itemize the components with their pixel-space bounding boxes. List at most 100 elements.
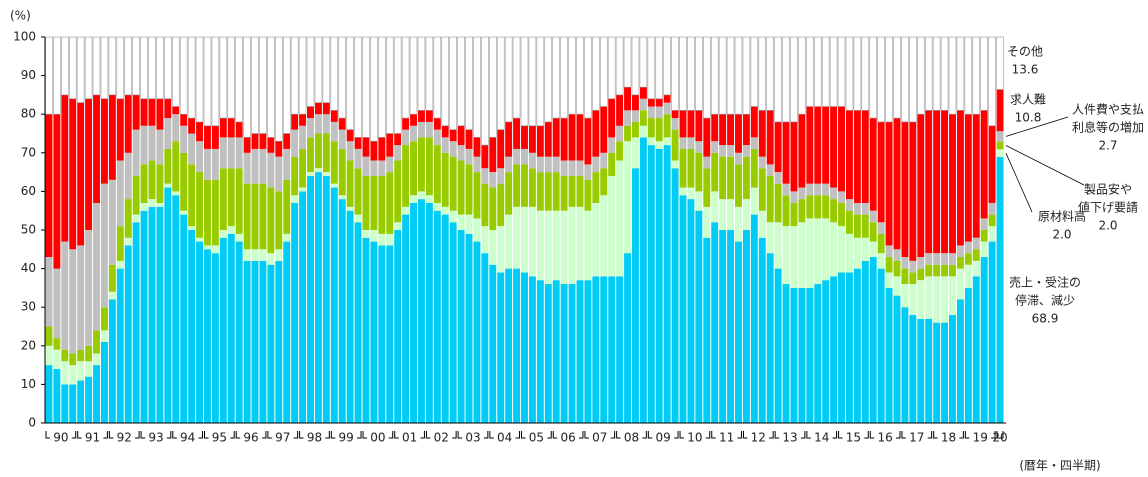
bar-segment <box>394 133 402 146</box>
leader-line <box>1005 116 1069 137</box>
bar-segment <box>410 114 418 126</box>
bar-segment <box>505 172 513 215</box>
bar-segment <box>877 222 885 234</box>
bar-segment <box>616 160 624 277</box>
bar-segment <box>552 156 560 173</box>
bar-segment <box>949 114 956 254</box>
bar-segment <box>108 179 116 265</box>
bar-segment <box>489 36 497 138</box>
bar-segment <box>180 214 188 423</box>
bar-segment <box>299 187 307 192</box>
bar-segment <box>53 349 61 369</box>
bar-segment <box>227 233 235 423</box>
bar-segment <box>639 110 647 126</box>
bar-segment <box>829 36 838 107</box>
bar-segment <box>219 137 227 169</box>
year-bracket <box>806 431 838 439</box>
bar-segment <box>861 110 869 203</box>
bar-segment <box>299 125 307 149</box>
bar-segment <box>719 230 727 423</box>
bar-segment <box>980 257 988 423</box>
bar-segment <box>449 222 457 423</box>
bar-segment <box>93 365 100 423</box>
bar-segment <box>148 206 156 423</box>
bar-segment <box>806 218 814 288</box>
bar-segment <box>711 152 719 192</box>
bar-segment <box>727 114 735 146</box>
bar-segment <box>354 148 362 169</box>
bar-segment <box>85 98 93 230</box>
bar-segment <box>322 102 330 115</box>
bar-segment <box>687 36 695 111</box>
bar-segment <box>386 233 394 246</box>
bar-segment <box>306 36 315 107</box>
bar-segment <box>917 268 925 281</box>
bar-segment <box>623 36 632 88</box>
bar-segment <box>592 202 600 277</box>
bar-segment <box>386 245 394 423</box>
bar-segment <box>600 106 608 153</box>
bar-segment <box>259 183 267 250</box>
bar-segment <box>172 36 180 107</box>
bar-segment <box>901 121 909 258</box>
bar-segment <box>338 195 346 200</box>
bar-segment <box>584 179 592 211</box>
bar-segment <box>536 280 544 423</box>
bar-segment <box>861 36 870 111</box>
bar-segment <box>576 175 584 207</box>
bar-segment <box>909 284 917 315</box>
bar-segment <box>560 284 568 423</box>
bar-segment <box>869 118 877 211</box>
bar-segment <box>893 260 901 277</box>
bar-segment <box>259 36 267 134</box>
bar-segment <box>291 129 299 157</box>
bar-segment <box>655 98 663 107</box>
bar-segment <box>711 141 719 153</box>
bar-segment <box>806 183 814 196</box>
bar-segment <box>69 98 77 250</box>
bar-segment <box>893 36 901 119</box>
bar-segment <box>536 210 544 281</box>
bar-segment <box>314 168 322 173</box>
bar-segment <box>386 36 394 134</box>
bar-segment <box>528 206 536 277</box>
bar-segment <box>941 253 949 265</box>
bar-segment <box>790 191 798 203</box>
bar-segment <box>631 110 639 122</box>
series-value-label: 68.9 <box>1032 312 1059 326</box>
bar-segment <box>132 36 140 96</box>
bar-segment <box>196 241 204 423</box>
bar-segment <box>322 175 330 423</box>
year-bracket <box>838 431 869 439</box>
bar-segment <box>290 36 299 115</box>
year-bracket <box>394 431 425 439</box>
bar-segment <box>933 276 941 323</box>
bar-segment <box>156 164 164 203</box>
bar-segment <box>283 233 291 242</box>
bar-segment <box>822 183 830 196</box>
bar-segment <box>536 156 544 173</box>
bar-segment <box>703 237 711 423</box>
bar-segment <box>528 125 536 153</box>
bar-segment <box>338 148 346 196</box>
bar-segment <box>735 114 742 153</box>
bar-segment <box>93 202 100 331</box>
bar-segment <box>735 206 742 242</box>
bar-segment <box>996 157 1004 423</box>
bar-segment <box>710 36 719 115</box>
bar-segment <box>513 164 521 207</box>
bar-segment <box>425 110 433 122</box>
bar-segment <box>267 152 275 188</box>
bar-segment <box>568 284 576 423</box>
bar-segment <box>853 36 862 111</box>
bar-segment <box>410 125 418 142</box>
bar-segment <box>132 175 140 215</box>
bar-segment <box>568 175 576 207</box>
bar-segment <box>972 276 980 423</box>
bar-segment <box>742 36 751 115</box>
bar-segment <box>600 152 608 169</box>
bar-segment <box>132 129 140 176</box>
bar-segment <box>219 168 227 230</box>
bar-segment <box>885 121 893 246</box>
bar-segment <box>481 168 489 184</box>
